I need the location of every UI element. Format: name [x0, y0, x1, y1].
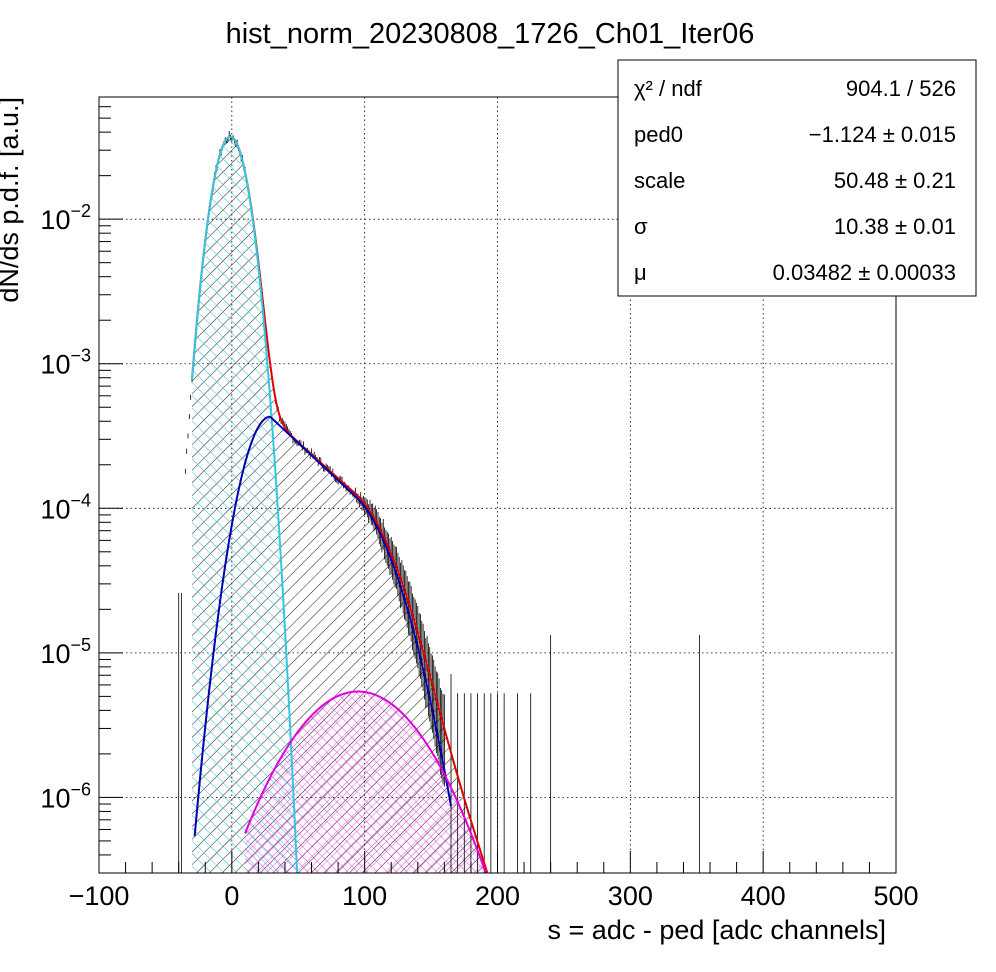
- stats-label: ped0: [634, 122, 683, 147]
- y-tick-label: 10−2: [40, 201, 91, 235]
- stats-label: χ² / ndf: [634, 76, 703, 101]
- pedestal-hatch-area: [191, 136, 299, 873]
- stats-value: 10.38 ± 0.01: [834, 214, 956, 239]
- x-tick-label: 300: [608, 881, 653, 911]
- x-tick-label: 0: [224, 881, 239, 911]
- y-axis: 10−6 10−5 10−4 10−3 10−2: [40, 96, 123, 874]
- x-tick-label: 100: [342, 881, 387, 911]
- y-tick-label: 10−3: [40, 346, 91, 380]
- y-tick-label: 10−5: [40, 635, 91, 669]
- x-tick-label: 400: [741, 881, 786, 911]
- stats-label: σ: [634, 214, 648, 239]
- stats-value: −1.124 ± 0.015: [809, 122, 956, 147]
- y-tick-label: 10−4: [40, 490, 91, 524]
- x-tick-label: 500: [873, 881, 918, 911]
- y-tick-label: 10−6: [40, 779, 91, 813]
- chart-title: hist_norm_20230808_1726_Ch01_Iter06: [226, 18, 755, 50]
- stats-box-frame: [617, 59, 977, 297]
- stats-value: 0.03482 ± 0.00033: [773, 260, 956, 285]
- x-axis-label: s = adc - ped [adc channels]: [548, 915, 886, 945]
- stats-label: scale: [634, 168, 685, 193]
- x-tick-label: 200: [475, 881, 520, 911]
- one-pe-curve: [193, 415, 452, 837]
- pedestal-curve: [190, 135, 299, 873]
- x-axis: −100 0 100 200 300 400 500: [69, 851, 919, 911]
- stats-value: 50.48 ± 0.21: [834, 168, 956, 193]
- y-axis-label: dN/ds p.d.f. [a.u.]: [0, 97, 24, 303]
- two-pe-curve: [244, 690, 487, 873]
- hatched-fills: [191, 136, 511, 873]
- two-pe-hatch-area-b: [245, 691, 511, 873]
- stats-value: 904.1 / 526: [846, 76, 956, 101]
- x-tick-label: −100: [69, 881, 130, 911]
- fit-statistics-box: χ² / ndf 904.1 / 526 ped0 −1.124 ± 0.015 sca…: [617, 59, 977, 297]
- fit-curves: [190, 135, 489, 873]
- stats-label: μ: [634, 260, 647, 285]
